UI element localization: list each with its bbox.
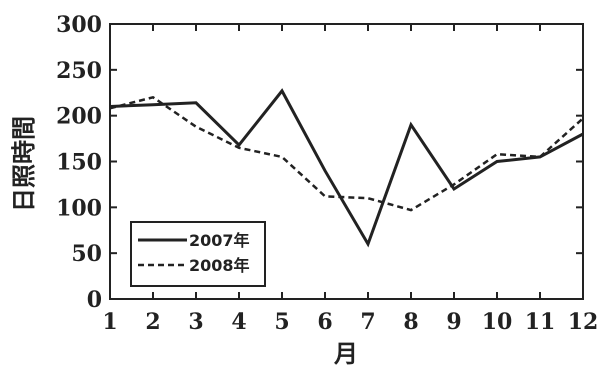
series-line-1 (109, 95, 584, 212)
y-tick-label: 300 (56, 12, 102, 38)
x-tick-label: 6 (317, 309, 332, 335)
series-line-0 (109, 88, 584, 248)
x-tick-label: 4 (231, 309, 246, 335)
x-tick-label: 12 (568, 309, 599, 335)
x-tick-label: 9 (446, 309, 461, 335)
x-tick-label: 10 (482, 309, 513, 335)
legend-label-2008: 2008年 (189, 256, 250, 275)
x-tick-label: 1 (102, 309, 117, 335)
plot-frame (109, 23, 584, 300)
legend-label-2007: 2007年 (189, 231, 250, 250)
series-layer (109, 88, 584, 248)
y-axis-ticks: 0 50 100 150 200 250 300 (56, 12, 583, 313)
x-tick-label: 11 (525, 309, 556, 335)
y-tick-label: 200 (56, 104, 102, 130)
y-tick-label: 50 (71, 241, 102, 267)
y-tick-label: 150 (56, 150, 102, 176)
x-tick-label: 7 (360, 309, 375, 335)
x-tick-label: 2 (145, 309, 160, 335)
y-tick-label: 250 (56, 58, 102, 84)
x-axis-title: 月 (333, 340, 358, 367)
y-tick-label: 0 (87, 287, 102, 313)
y-tick-label: 100 (56, 195, 102, 221)
x-tick-label: 8 (403, 309, 418, 335)
y-axis-title: 日照時間 (10, 116, 38, 212)
x-tick-label: 3 (188, 309, 203, 335)
x-axis-ticks: 1 2 3 4 5 6 7 8 9 10 11 12 (102, 24, 598, 335)
x-tick-label: 5 (274, 309, 289, 335)
legend-box (130, 221, 266, 287)
legend: 2007年 2008年 (130, 221, 266, 287)
